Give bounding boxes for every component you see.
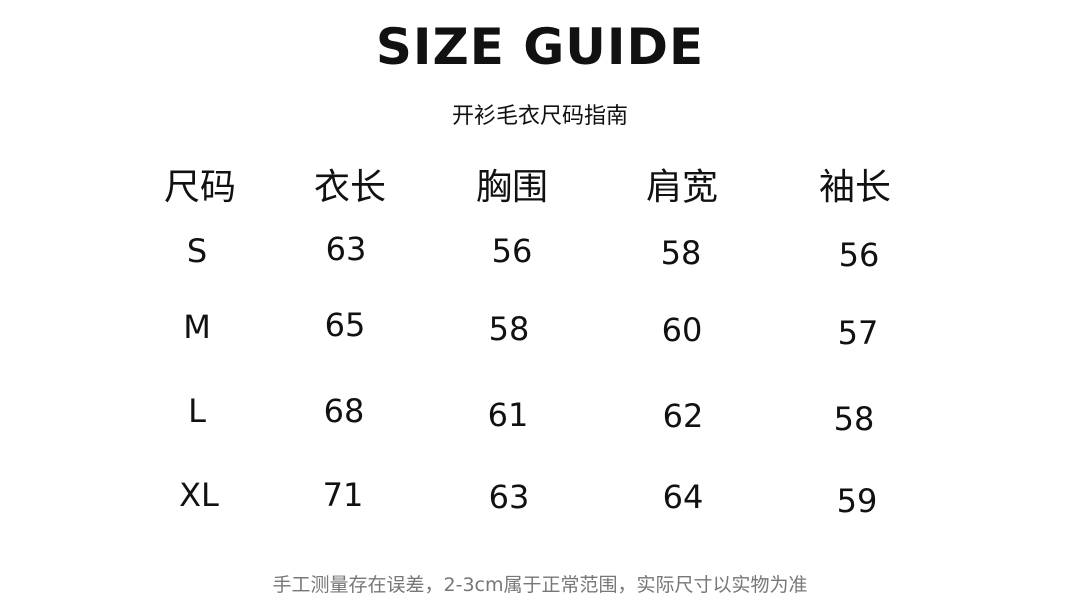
value-cell: 58 [488, 310, 530, 348]
size-cell: XL [179, 476, 219, 514]
value-cell: 63 [488, 478, 530, 516]
header-length: 衣长 [313, 167, 386, 208]
value-cell: 63 [325, 230, 367, 268]
header-shoulder: 肩宽 [645, 167, 718, 208]
value-cell: 62 [662, 397, 704, 435]
page-title: SIZE GUIDE [375, 18, 705, 76]
value-cell: 64 [662, 478, 704, 516]
value-cell: 57 [837, 314, 879, 352]
page-subtitle: 开衫毛衣尺码指南 [451, 104, 628, 129]
size-cell: M [183, 308, 211, 346]
value-cell: 61 [487, 396, 529, 434]
value-cell: 56 [838, 236, 880, 274]
value-cell: 60 [661, 311, 703, 349]
measurement-note: 手工测量存在误差，2-3cm属于正常范围，实际尺寸以实物为准 [272, 574, 808, 596]
header-chest: 胸围 [475, 167, 548, 208]
size-cell: S [186, 232, 208, 270]
value-cell: 58 [660, 234, 702, 272]
value-cell: 59 [836, 482, 878, 520]
header-sleeve: 袖长 [818, 167, 891, 208]
value-cell: 71 [322, 476, 364, 514]
value-cell: 58 [833, 400, 875, 438]
value-cell: 68 [323, 392, 365, 430]
size-cell: L [188, 392, 206, 430]
value-cell: 65 [324, 306, 366, 344]
header-size: 尺码 [163, 167, 236, 208]
value-cell: 56 [491, 232, 533, 270]
